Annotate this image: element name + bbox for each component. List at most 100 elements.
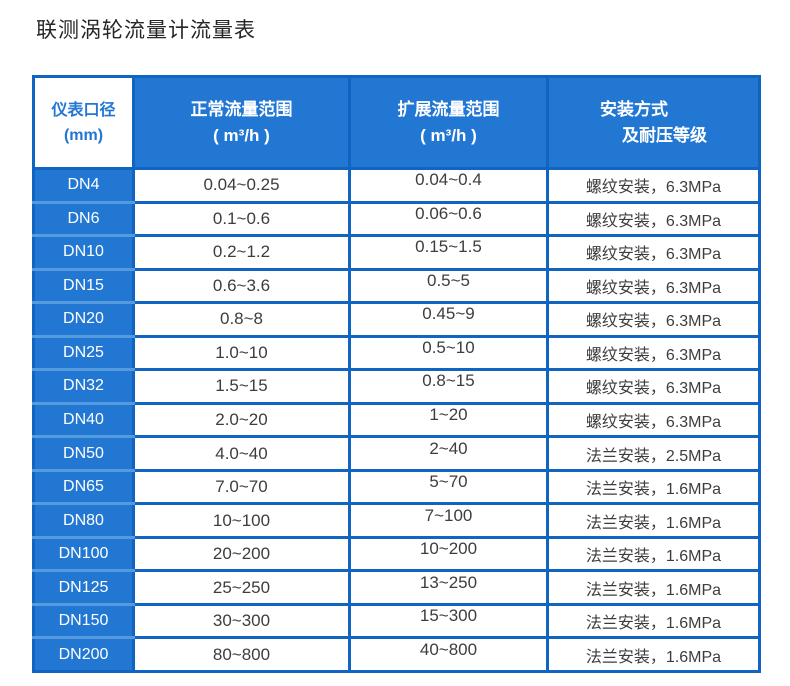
header-installation-line2: 及耐压等级 — [622, 125, 707, 145]
normal-range-cell: 7.0~70 — [132, 468, 351, 506]
extended-range-value: 7~100 — [424, 505, 473, 525]
extended-range-cell: 0.04~0.4 — [348, 167, 549, 204]
normal-range-cell: 0.04~0.25 — [132, 167, 351, 204]
extended-range-value: 13~250 — [419, 572, 478, 592]
installation-value: 法兰安装，2.5MPa — [585, 447, 722, 465]
diameter-value: DN100 — [58, 545, 109, 563]
extended-range-value: 0.5~5 — [426, 270, 470, 290]
diameter-cell: DN40 — [32, 401, 135, 439]
header-row: 仪表口径 (mm) 正常流量范围 ( m³/h ) 扩展流量范围 ( m³/h … — [32, 75, 761, 170]
normal-range-cell: 80~800 — [132, 636, 351, 673]
normal-range-cell: 1.0~10 — [132, 334, 351, 372]
diameter-cell: DN6 — [32, 200, 135, 238]
table-row: DN10 0.2~1.2 0.15~1.5 螺纹安装，6.3MPa — [32, 234, 761, 271]
normal-range-value: 2.0~20 — [215, 409, 268, 429]
installation-cell: 螺纹安装，6.3MPa — [546, 267, 761, 305]
installation-value: 螺纹安装，6.3MPa — [585, 246, 722, 264]
page-title: 联测涡轮流量计流量表 — [36, 19, 256, 42]
header-extended-range-line1: 扩展流量范围 — [397, 99, 500, 119]
normal-range-value: 0.1~0.6 — [212, 208, 271, 228]
extended-range-value: 0.5~10 — [422, 337, 475, 357]
normal-range-cell: 30~300 — [132, 602, 351, 640]
installation-value: 螺纹安装，6.3MPa — [585, 279, 722, 297]
installation-cell: 法兰安装，1.6MPa — [546, 468, 761, 506]
extended-range-value: 0.15~1.5 — [415, 237, 482, 257]
installation-cell: 螺纹安装，6.3MPa — [546, 368, 761, 405]
header-normal-range: 正常流量范围 ( m³/h ) — [132, 75, 351, 170]
installation-value: 螺纹安装，6.3MPa — [585, 413, 722, 431]
normal-range-value: 0.2~1.2 — [212, 242, 271, 262]
installation-value: 法兰安装，1.6MPa — [585, 615, 722, 633]
diameter-value: DN80 — [63, 511, 104, 529]
installation-cell: 螺纹安装，6.3MPa — [546, 200, 761, 238]
extended-range-value: 5~70 — [429, 472, 468, 492]
extended-range-value: 1~20 — [429, 404, 468, 424]
diameter-value: DN200 — [58, 645, 109, 663]
normal-range-value: 1.5~15 — [215, 376, 268, 396]
extended-range-cell: 10~200 — [348, 535, 549, 573]
installation-value: 螺纹安装，6.3MPa — [585, 380, 722, 398]
installation-cell: 法兰安装，1.6MPa — [546, 535, 761, 573]
installation-cell: 螺纹安装，6.3MPa — [546, 334, 761, 372]
normal-range-cell: 1.5~15 — [132, 368, 351, 405]
diameter-value: DN15 — [63, 276, 104, 294]
extended-range-cell: 5~70 — [348, 468, 549, 506]
extended-range-value: 0.8~15 — [422, 371, 475, 391]
installation-value: 法兰安装，1.6MPa — [585, 581, 722, 599]
normal-range-value: 0.8~8 — [219, 309, 263, 329]
diameter-value: DN150 — [58, 612, 109, 630]
header-normal-range-line1: 正常流量范围 — [190, 99, 293, 119]
normal-range-value: 0.04~0.25 — [203, 175, 280, 195]
installation-value: 法兰安装，1.6MPa — [585, 648, 722, 666]
diameter-value: DN65 — [63, 478, 104, 496]
diameter-cell: DN200 — [32, 636, 135, 673]
installation-cell: 螺纹安装，6.3MPa — [546, 301, 761, 338]
diameter-value: DN20 — [63, 310, 104, 328]
diameter-cell: DN50 — [32, 435, 135, 472]
extended-range-value: 2~40 — [429, 438, 468, 458]
table-body: DN4 0.04~0.25 0.04~0.4 螺纹安装，6.3MPa DN6 0… — [32, 167, 761, 673]
extended-range-cell: 0.5~10 — [348, 334, 549, 372]
diameter-cell: DN10 — [32, 234, 135, 271]
installation-value: 螺纹安装，6.3MPa — [585, 313, 722, 331]
normal-range-value: 25~250 — [212, 577, 271, 597]
header-diameter: 仪表口径 (mm) — [32, 75, 135, 170]
extended-range-cell: 40~800 — [348, 636, 549, 673]
diameter-cell: DN65 — [32, 468, 135, 506]
table-row: DN80 10~100 7~100 法兰安装，1.6MPa — [32, 502, 761, 539]
diameter-cell: DN32 — [32, 368, 135, 405]
table-row: DN25 1.0~10 0.5~10 螺纹安装，6.3MPa — [32, 334, 761, 372]
diameter-cell: DN25 — [32, 334, 135, 372]
extended-range-cell: 7~100 — [348, 502, 549, 539]
table-row: DN15 0.6~3.6 0.5~5 螺纹安装，6.3MPa — [32, 267, 761, 305]
installation-value: 法兰安装，1.6MPa — [585, 514, 722, 532]
normal-range-cell: 25~250 — [132, 569, 351, 606]
installation-cell: 法兰安装，1.6MPa — [546, 636, 761, 673]
diameter-cell: DN80 — [32, 502, 135, 539]
extended-range-value: 0.06~0.6 — [415, 203, 482, 223]
header-installation-lines: 安装方式 及耐压等级 — [600, 97, 707, 149]
diameter-cell: DN4 — [32, 167, 135, 204]
header-installation: 安装方式 及耐压等级 — [546, 75, 761, 170]
diameter-value: DN4 — [67, 176, 100, 194]
table-row: DN20 0.8~8 0.45~9 螺纹安装，6.3MPa — [32, 301, 761, 338]
header-normal-range-unit: ( m³/h ) — [213, 125, 270, 145]
diameter-value: DN10 — [63, 243, 104, 261]
table-row: DN100 20~200 10~200 法兰安装，1.6MPa — [32, 535, 761, 573]
normal-range-value: 20~200 — [212, 544, 271, 564]
installation-cell: 螺纹安装，6.3MPa — [546, 401, 761, 439]
diameter-value: DN25 — [63, 343, 104, 361]
table-row: DN32 1.5~15 0.8~15 螺纹安装，6.3MPa — [32, 368, 761, 405]
table-row: DN50 4.0~40 2~40 法兰安装，2.5MPa — [32, 435, 761, 472]
extended-range-value: 0.45~9 — [422, 304, 475, 324]
header-extended-range-unit: ( m³/h ) — [420, 125, 477, 145]
installation-cell: 法兰安装，2.5MPa — [546, 435, 761, 472]
header-installation-line1: 安装方式 — [600, 99, 668, 119]
table-row: DN125 25~250 13~250 法兰安装，1.6MPa — [32, 569, 761, 606]
flow-rate-table: 仪表口径 (mm) 正常流量范围 ( m³/h ) 扩展流量范围 ( m³/h … — [32, 75, 761, 673]
normal-range-cell: 0.2~1.2 — [132, 234, 351, 271]
header-extended-range: 扩展流量范围 ( m³/h ) — [348, 75, 549, 170]
diameter-value: DN50 — [63, 444, 104, 462]
diameter-cell: DN125 — [32, 569, 135, 606]
normal-range-cell: 10~100 — [132, 502, 351, 539]
